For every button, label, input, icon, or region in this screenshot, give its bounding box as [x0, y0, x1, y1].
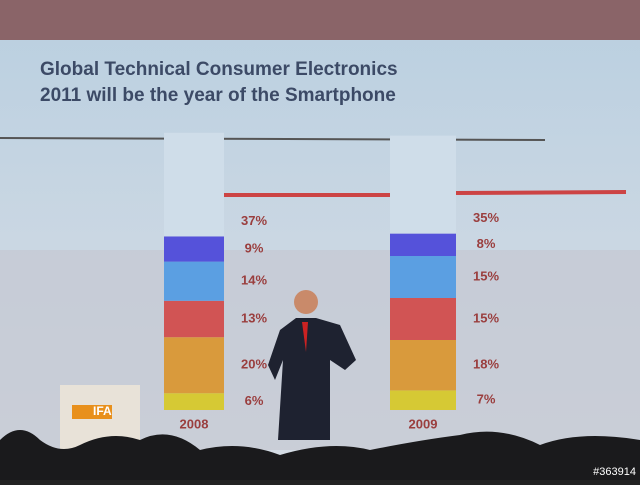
speaker [268, 318, 356, 440]
value-label: 20% [241, 357, 267, 372]
value-label: 7% [477, 392, 496, 407]
title-line: Global Technical Consumer Electronics [40, 59, 398, 80]
value-label: 9% [245, 240, 264, 255]
value-label: 35% [473, 210, 499, 225]
value-label: 18% [473, 357, 499, 372]
value-label: 13% [241, 310, 267, 325]
bar-segment [164, 393, 224, 410]
ceiling [0, 0, 640, 40]
tie [302, 322, 308, 352]
bar-segment [390, 233, 456, 256]
bar-segment [390, 298, 456, 340]
value-label: 6% [245, 393, 264, 408]
value-label: 15% [473, 268, 499, 283]
bar-segment [164, 132, 224, 237]
bar-segment [164, 300, 224, 338]
audience [0, 430, 640, 480]
title-line: 2011 will be the year of the Smartphone [40, 85, 396, 106]
bar-segment [390, 340, 456, 391]
watermark: #363914 [593, 466, 636, 478]
value-label: 15% [473, 310, 499, 325]
podium-logo: IFA [93, 404, 112, 418]
x-tick-label: 2009 [409, 416, 438, 431]
value-label: 8% [477, 236, 496, 251]
slide-accent [455, 190, 627, 195]
bar-segment [390, 390, 456, 410]
value-label: 14% [241, 273, 267, 288]
chart: 6% 20% 13% 14% 9% 37% 2008 7% 18% 15% 15% 8% 35% 2009 [164, 132, 499, 431]
speaker-head [294, 290, 318, 314]
podium-logo-bg [72, 405, 112, 419]
bar-segment [390, 135, 456, 234]
x-tick-label: 2008 [180, 416, 209, 431]
bar-segment [390, 256, 456, 298]
value-label: 37% [241, 213, 267, 228]
bar-segment [164, 261, 224, 301]
bar-segment [164, 236, 224, 262]
bar-segment [164, 337, 224, 394]
